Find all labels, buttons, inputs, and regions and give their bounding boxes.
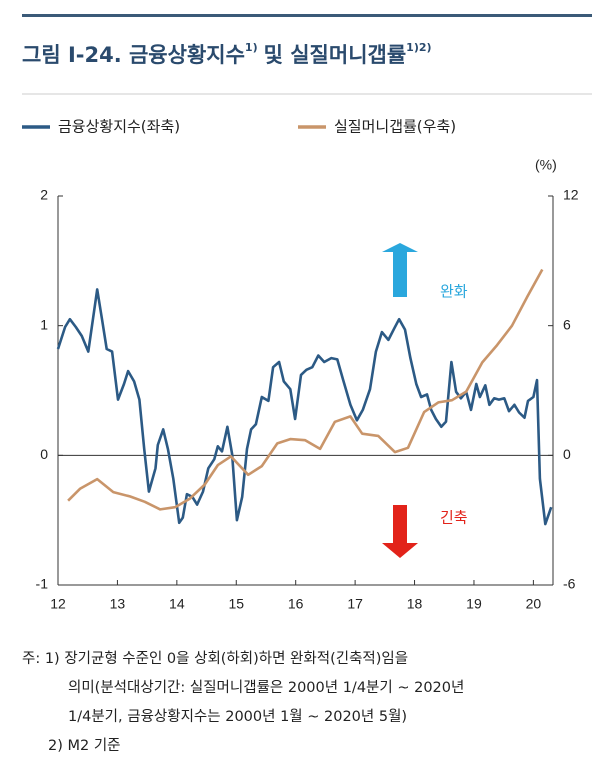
x-tick-label: 19 [466, 596, 482, 612]
series-line [56, 288, 553, 526]
annotation: 완화 [440, 283, 468, 301]
y-tick-label: -1 [36, 576, 49, 592]
x-tick-label: 16 [288, 596, 304, 612]
footnote: 의미(분석대상기간: 실질머니갭률은 2000년 1/4분기 ~ 2020년 [68, 679, 464, 696]
x-tick-label: 17 [347, 596, 363, 612]
x-tick-label: 13 [110, 596, 126, 612]
y-tick-label: 1 [40, 316, 48, 332]
title-rest: 및 실질머니갭률 [264, 43, 407, 67]
series-line [67, 268, 544, 511]
x-tick-label: 18 [407, 596, 423, 612]
x-tick-label: 20 [526, 596, 542, 612]
y2-unit: (%) [535, 157, 557, 173]
chart-title: 그림 Ⅰ-24. 금융상황지수1) 및 실질머니갭률1)2) [22, 41, 432, 67]
x-tick-label: 14 [169, 596, 185, 612]
tight-arrow [382, 505, 418, 558]
footnote: 주: 1) 장기균형 수준인 0을 상회(하회)하면 완화적(긴축적)임을 [22, 650, 408, 667]
x-tick-label: 15 [228, 596, 244, 612]
title-main: 그림 Ⅰ-24. 금융상황지수 [22, 43, 245, 67]
ease-arrow [382, 243, 418, 297]
y-tick-label: 2 [40, 187, 48, 203]
legend-label: 실질머니갭률(우축) [334, 118, 456, 136]
title-rest-note: 1)2) [406, 41, 431, 54]
y2-tick-label: 12 [563, 187, 579, 203]
y2-tick-label: -6 [563, 576, 576, 592]
x-tick-label: 12 [50, 596, 66, 612]
y2-tick-label: 6 [563, 316, 571, 332]
top-rule [22, 14, 592, 17]
annotation: 긴축 [440, 509, 468, 527]
y2-tick-label: 0 [563, 446, 571, 462]
footnote: 1/4분기, 금융상황지수는 2000년 1월 ~ 2020년 5월) [68, 708, 407, 725]
legend-label: 금융상황지수(좌축) [58, 118, 180, 136]
y-tick-label: 0 [40, 446, 48, 462]
title-note: 1) [245, 41, 258, 54]
footnote: 2) M2 기준 [48, 737, 121, 754]
